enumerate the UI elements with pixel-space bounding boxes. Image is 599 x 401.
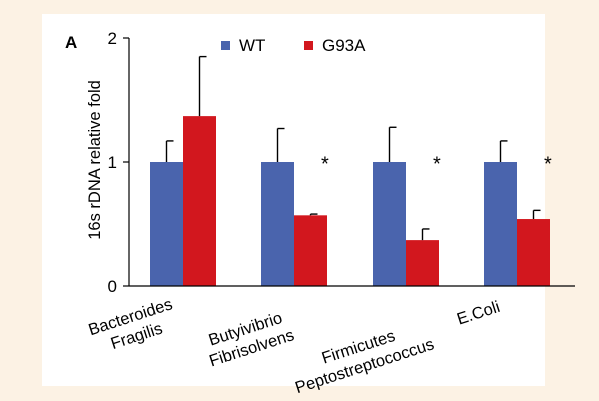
bar-g93a-1 bbox=[294, 215, 327, 286]
bar-g93a-2 bbox=[406, 240, 439, 286]
bar-wt-1 bbox=[261, 162, 294, 286]
y-axis: 0 1 2 bbox=[108, 29, 130, 296]
panel-label: A bbox=[65, 33, 77, 52]
x-category-line: E.Coli bbox=[455, 298, 502, 329]
x-category-label: ButyivibrioFibrisolvens bbox=[201, 307, 296, 370]
significance-markers: * * * bbox=[321, 154, 552, 176]
bars bbox=[150, 116, 550, 287]
significance-marker: * bbox=[544, 154, 552, 176]
y-tick-label: 1 bbox=[108, 153, 117, 172]
bar-g93a-3 bbox=[517, 219, 550, 286]
error-bars bbox=[165, 55, 541, 241]
x-axis: BacteroidesFragilis ButyivibrioFibrisolve… bbox=[86, 285, 575, 397]
legend-swatch bbox=[221, 41, 230, 50]
x-category-label: BacteroidesFragilis bbox=[86, 295, 181, 358]
significance-marker: * bbox=[433, 154, 441, 176]
bar-g93a-0 bbox=[183, 116, 216, 287]
y-tick-label: 2 bbox=[108, 29, 117, 48]
legend-swatch bbox=[304, 41, 313, 50]
y-tick-label: 0 bbox=[108, 277, 117, 296]
legend: WT G93A bbox=[221, 36, 366, 55]
legend-label: WT bbox=[239, 36, 265, 55]
bar-wt-3 bbox=[484, 162, 517, 286]
legend-label: G93A bbox=[322, 36, 366, 55]
significance-marker: * bbox=[321, 154, 329, 176]
x-category-label: FirmicutesPeptostreptococcus bbox=[287, 316, 437, 397]
y-axis-label: 16s rDNA relative fold bbox=[86, 80, 104, 240]
x-category-label: E.Coli bbox=[455, 298, 502, 329]
bar-wt-0 bbox=[150, 162, 183, 286]
bar-wt-2 bbox=[373, 162, 406, 286]
